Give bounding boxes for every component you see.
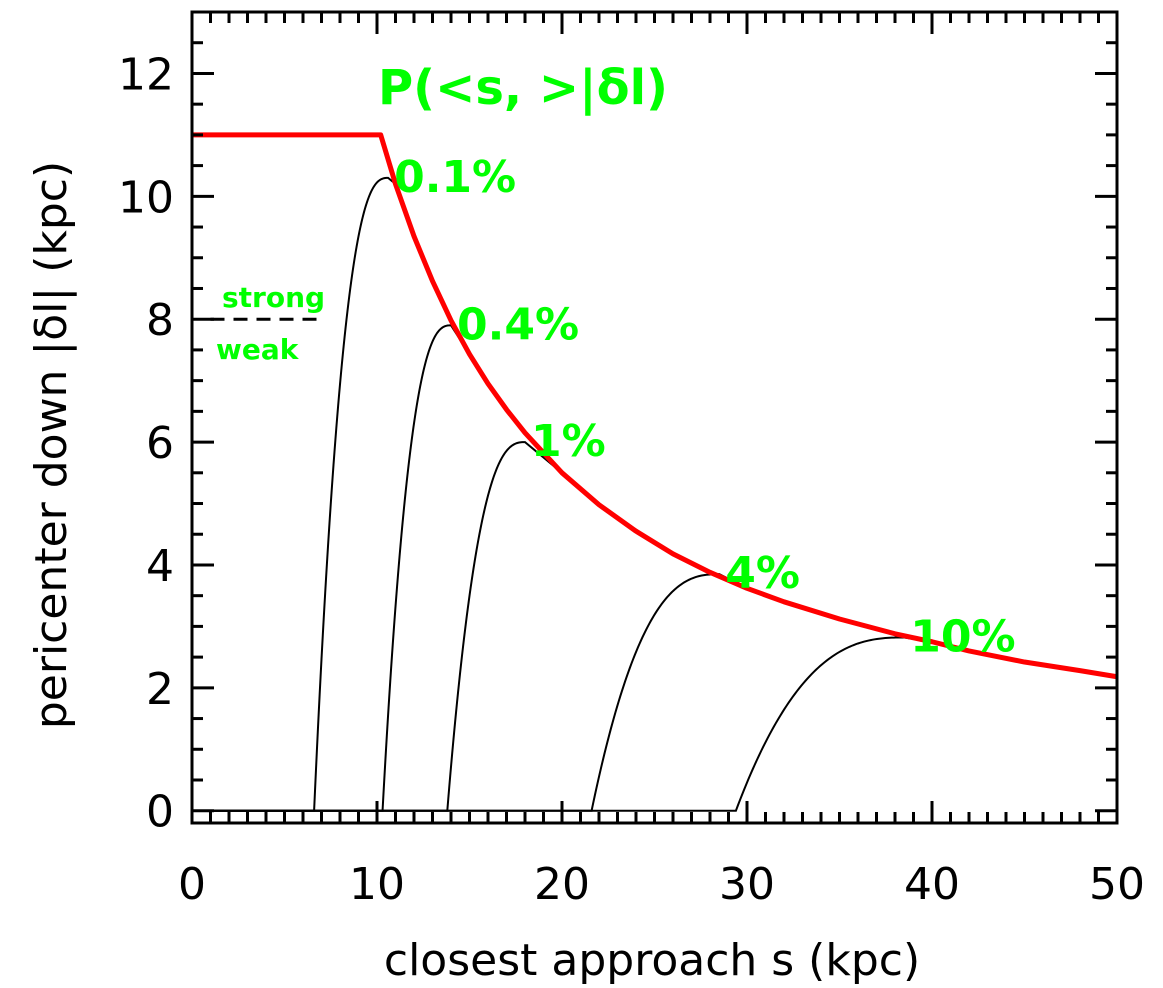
y-axis-label: pericenter down |δl| (kpc) — [26, 161, 77, 729]
curves-layer — [192, 176, 1118, 812]
series-curve-1 — [192, 176, 1118, 812]
y-tick-label: 2 — [146, 664, 174, 715]
x-axis-label: closest approach s (kpc) — [384, 935, 920, 986]
series-curve-5 — [192, 636, 1118, 812]
series-label-1: 0.1% — [394, 152, 516, 203]
y-tick-label: 12 — [118, 49, 174, 100]
series-curve-2 — [192, 324, 1118, 812]
threshold-label-weak: weak — [216, 333, 300, 366]
series-label-2: 0.4% — [457, 299, 579, 350]
y-tick-label: 0 — [146, 787, 174, 838]
y-tick-label: 4 — [146, 541, 174, 592]
legend-title: P(<s, >|δl) — [378, 60, 668, 116]
x-tick-label: 10 — [349, 859, 405, 910]
x-tick-label: 0 — [178, 859, 206, 910]
x-tick-label: 30 — [719, 859, 775, 910]
envelope-line — [192, 132, 1118, 680]
y-tick-label: 8 — [146, 295, 174, 346]
envelope-layer — [192, 132, 1118, 680]
y-tick-label: 6 — [146, 418, 174, 469]
series-curve-3 — [192, 441, 1118, 812]
y-tick-label: 10 — [118, 172, 174, 223]
x-tick-label: 20 — [534, 859, 590, 910]
series-label-4: 4% — [725, 548, 800, 599]
series-curve-4 — [192, 573, 1118, 812]
x-tick-label: 50 — [1089, 859, 1145, 910]
threshold-label-strong: strong — [222, 281, 325, 314]
series-label-5: 10% — [910, 611, 1015, 662]
labels-layer: closest approach s (kpc) pericenter down… — [26, 60, 1016, 986]
x-tick-label: 40 — [904, 859, 960, 910]
axes-layer: 0 10 20 30 40 50 0 2 4 6 8 10 12 — [118, 10, 1145, 910]
series-label-3: 1% — [531, 416, 606, 467]
